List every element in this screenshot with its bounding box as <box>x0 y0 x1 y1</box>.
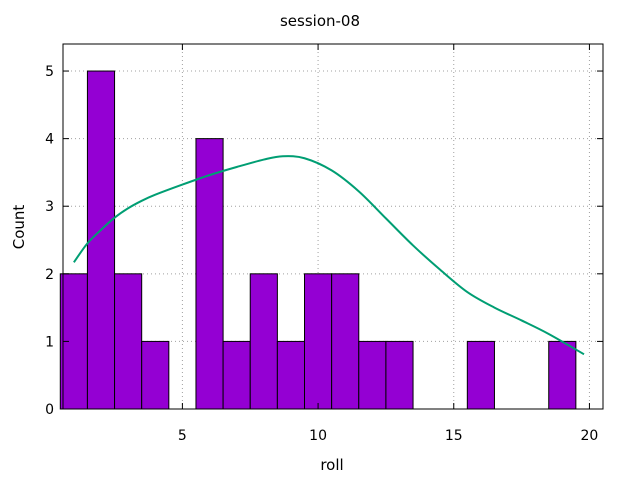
histogram-bar <box>304 273 333 410</box>
y-tick-label: 1 <box>45 334 54 350</box>
x-tick-label: 20 <box>581 428 599 444</box>
y-tick-label: 0 <box>45 402 54 418</box>
histogram-bar <box>195 138 224 410</box>
x-axis-label: roll <box>320 456 343 474</box>
histogram-bar <box>385 340 414 410</box>
histogram-bar <box>358 340 387 410</box>
histogram-bar <box>249 273 278 410</box>
y-tick-label: 5 <box>45 64 54 80</box>
y-tick-label: 4 <box>45 132 54 148</box>
chart-title: session-08 <box>280 12 360 30</box>
x-tick-label: 10 <box>309 428 327 444</box>
histogram-bar <box>466 340 495 410</box>
histogram-bar <box>331 273 360 410</box>
plot-frame <box>62 43 604 410</box>
histogram-bar <box>276 340 306 410</box>
histogram-bar <box>141 340 170 410</box>
x-tick-label: 5 <box>178 428 187 444</box>
histogram-bar <box>114 273 143 410</box>
density-curve <box>73 155 585 356</box>
axis-ticks: 5 10 15 20 0 1 2 3 4 5 <box>45 44 603 444</box>
y-axis-label: Count <box>10 205 28 250</box>
y-tick-label: 2 <box>45 267 54 283</box>
histogram-bar <box>548 340 577 410</box>
histogram-bar <box>222 340 251 410</box>
y-tick-label: 3 <box>45 199 54 215</box>
histogram-bars <box>59 70 577 410</box>
x-tick-label: 15 <box>445 428 463 444</box>
